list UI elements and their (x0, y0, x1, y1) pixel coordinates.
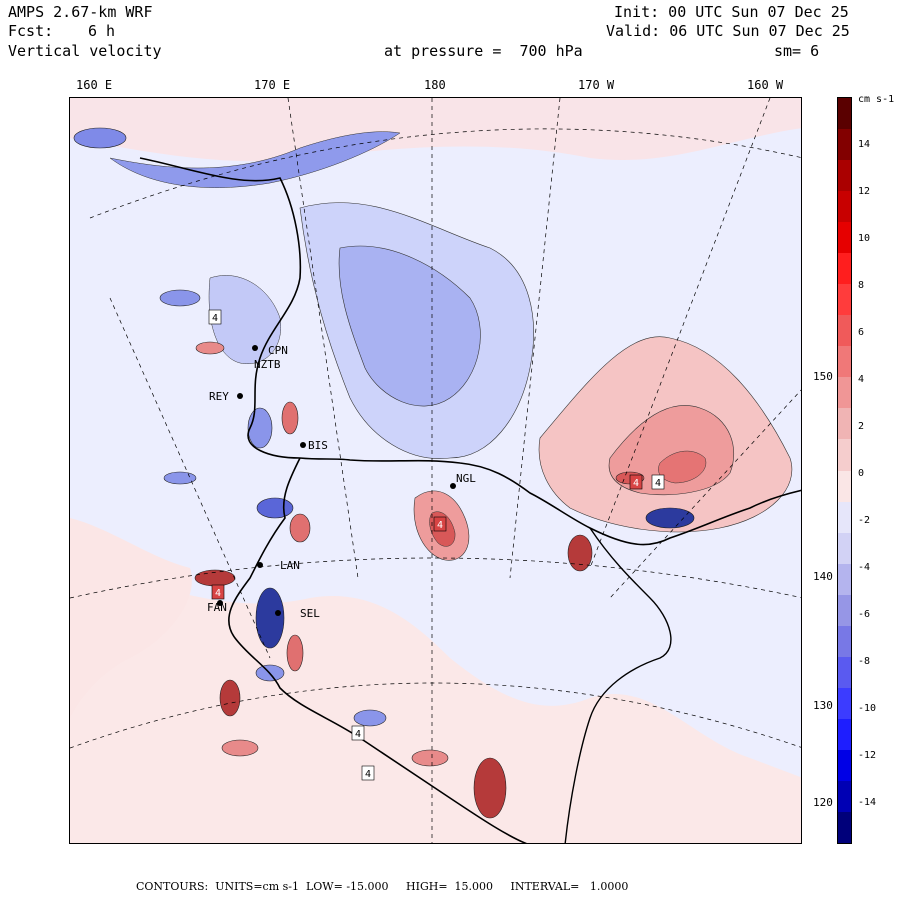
lon-label: 170 W (578, 78, 615, 92)
colorbar-tick-label: 6 (858, 327, 865, 338)
colorbar-segment (838, 470, 851, 503)
colorbar-tick-label: -14 (858, 797, 877, 808)
pressure-level: at pressure = 700 hPa (384, 42, 583, 60)
vertical-velocity-map: 4 4 4 4 4 4 4 CPN NZTB REY BIS NGL (69, 97, 802, 844)
colorbar-segment (838, 532, 851, 565)
coastline (228, 457, 528, 843)
valid-time: Valid: 06 UTC Sun 07 Dec 25 (606, 22, 850, 40)
colorbar-segment (838, 253, 851, 285)
descent-band (109, 131, 401, 188)
graticule (70, 98, 801, 843)
colorbar-tick-label: 14 (858, 139, 871, 150)
colorbar-tick-label: 4 (858, 374, 865, 385)
colorbar-tick-label: -2 (858, 515, 871, 526)
descent-region-core (338, 245, 481, 407)
colorbar-segment (838, 408, 851, 440)
colorbar-segment (838, 811, 851, 844)
lon-label: 160 W (747, 78, 784, 92)
coastline (139, 157, 801, 546)
colorbar-segment (838, 780, 851, 813)
lon-label: 170 E (254, 78, 291, 92)
colorbar-segment (838, 377, 851, 409)
colorbar-tick-label: 10 (858, 233, 871, 244)
colorbar-segment (838, 160, 851, 192)
ascent-region-core (608, 405, 734, 496)
colorbar (837, 97, 852, 844)
contour-marker-label: 4 (437, 520, 443, 531)
station-label: SEL (300, 607, 320, 620)
colorbar-segment (838, 718, 851, 751)
colorbar-tick-label: -6 (858, 609, 871, 620)
init-time: Init: 00 UTC Sun 07 Dec 25 (614, 3, 849, 21)
colorbar-units: cm s-1 (858, 94, 895, 105)
contour-marker-label: 4 (633, 478, 639, 489)
contour-marker-label: 4 (365, 769, 371, 780)
station-label: LAN (280, 559, 300, 572)
contour-marker-label: 4 (215, 588, 221, 599)
colorbar-segment (838, 563, 851, 596)
colorbar-segment (838, 315, 851, 347)
colorbar-segment (838, 625, 851, 658)
lon-label: 160 E (76, 78, 113, 92)
contour-marker-label: 4 (355, 729, 361, 740)
contour-marker-label: 4 (212, 313, 218, 324)
contour-info: CONTOURS: UNITS=cm s-1 LOW= -15.000 HIGH… (136, 880, 629, 893)
colorbar-segment (838, 439, 851, 471)
model-title: AMPS 2.67-km WRF (8, 3, 153, 21)
colorbar-tick-label: 0 (858, 468, 865, 479)
colorbar-tick-label: -12 (858, 750, 877, 761)
colorbar-tick-label: 2 (858, 421, 865, 432)
colorbar-segment (838, 129, 851, 161)
colorbar-tick-label: -10 (858, 703, 877, 714)
contour-marker-label: 4 (655, 478, 661, 489)
colorbar-tick-label: -8 (858, 656, 871, 667)
smoothing: sm= 6 (774, 42, 820, 60)
station-label: CPN (268, 344, 288, 357)
field-name: Vertical velocity (8, 42, 162, 60)
station-dots (217, 345, 456, 616)
station-label: BIS (308, 439, 328, 452)
colorbar-segment (838, 98, 851, 130)
colorbar-segment (838, 222, 851, 254)
colorbar-segment (838, 346, 851, 378)
colorbar-segment (838, 191, 851, 223)
upper-pink-band (70, 98, 801, 162)
station-label: FAN (207, 601, 227, 614)
colorbar-segment (838, 687, 851, 720)
lon-label: 180 (424, 78, 446, 92)
descent-region (208, 275, 282, 365)
station-label: REY (209, 390, 229, 403)
colorbar-segment (838, 594, 851, 627)
grounding-line (564, 527, 672, 843)
contour-markers: 4 4 4 4 4 4 4 (208, 309, 665, 781)
colorbar-segment (838, 284, 851, 316)
colorbar-segment (838, 656, 851, 689)
colorbar-tick-label: 12 (858, 186, 871, 197)
station-label: NGL (456, 472, 476, 485)
fcst-value: 6 h (88, 22, 116, 40)
map-canvas: 4 4 4 4 4 4 4 (70, 98, 801, 843)
weak-ascent-region (70, 518, 192, 718)
weak-ascent-region (70, 568, 801, 843)
colorbar-segment (838, 501, 851, 534)
colorbar-tick-label: 8 (858, 280, 865, 291)
colorbar-segment (838, 749, 851, 782)
fcst-label: Fcst: (8, 22, 54, 40)
station-label: NZTB (254, 358, 281, 371)
colorbar-tick-label: -4 (858, 562, 871, 573)
